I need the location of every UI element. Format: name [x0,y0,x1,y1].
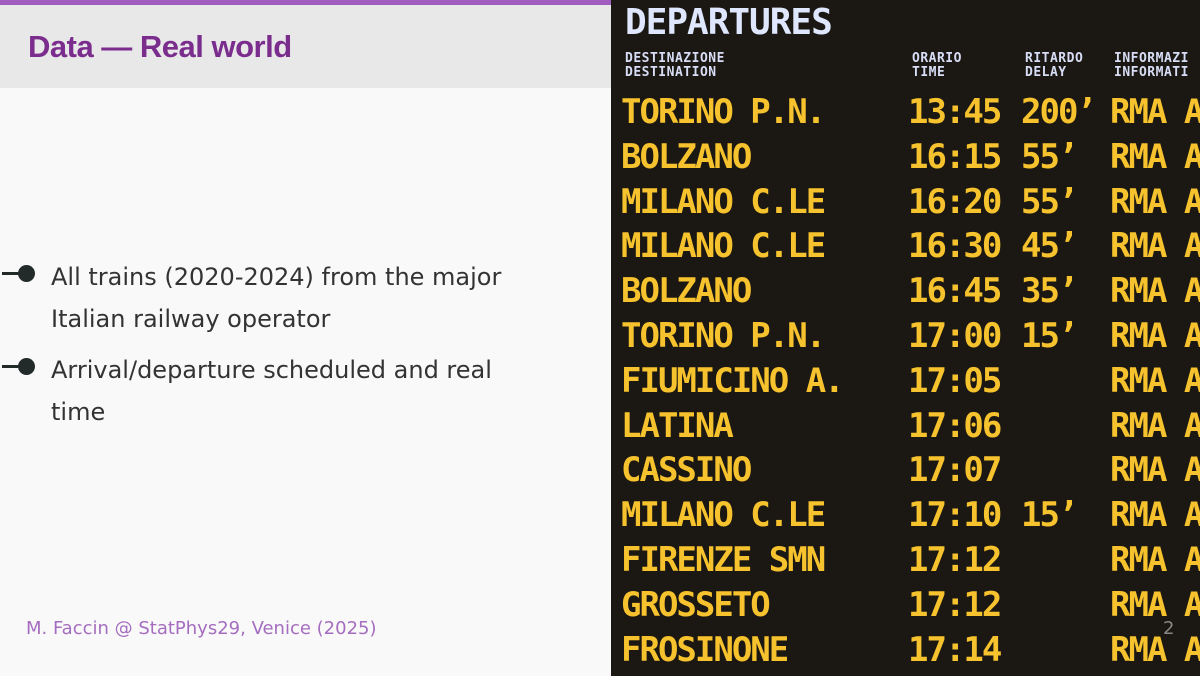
row-destination: FIUMICINO A. [621,360,845,401]
row-destination: TORINO P.N. [621,315,826,356]
row-info: RMA A [1110,136,1200,177]
header-time: ORARIO TIME [912,51,962,80]
board-row: FIRENZE SMN 17:12 RMA A [611,538,1200,583]
board-row: CASSINO 17:07 RMA A [611,448,1200,493]
row-time: 17:00 [908,315,1002,356]
board-row: TORINO P.N. 13:45 200’ RMA A [611,90,1200,135]
row-time: 16:45 [908,271,1002,312]
row-destination: CASSINO [621,450,752,491]
bullet-text: All trains (2020-2024) from the major It… [51,263,502,333]
row-time: 17:14 [908,629,1002,670]
board-row: BOLZANO 16:45 35’ RMA A [611,269,1200,314]
row-info: RMA A [1110,629,1200,670]
bullet-marker-icon [2,265,36,282]
row-info: RMA A [1110,315,1200,356]
board-row: BOLZANO 16:15 55’ RMA A [611,135,1200,180]
row-info: RMA A [1110,539,1200,580]
board-row: LATINA 17:06 RMA A [611,404,1200,449]
row-delay: 55’ [1021,136,1078,177]
board-row: FIUMICINO A. 17:05 RMA A [611,359,1200,404]
row-delay: 45’ [1021,226,1078,267]
board-title: DEPARTURES [625,2,833,43]
row-time: 17:07 [908,450,1002,491]
board-row: MILANO C.LE 16:20 55’ RMA A [611,180,1200,225]
row-destination: BOLZANO [621,136,752,177]
row-delay: 200’ [1021,92,1097,132]
row-delay: 15’ [1021,495,1078,536]
row-info: RMA A [1110,271,1200,312]
board-row: GROSSETO 17:12 RMA A [611,583,1200,628]
row-info: RMA A [1110,360,1200,401]
row-destination: MILANO C.LE [621,181,826,222]
row-time: 17:12 [908,539,1002,580]
row-info: RMA A [1110,584,1200,625]
header-info: INFORMAZI INFORMATI [1114,51,1189,80]
row-time: 17:10 [908,495,1002,536]
top-accent-bar [0,0,612,5]
row-destination: FROSINONE [621,629,789,670]
title-band: Data — Real world [0,5,612,88]
row-time: 16:15 [908,136,1002,177]
row-destination: GROSSETO [621,584,771,625]
row-info: RMA A [1110,405,1200,446]
slide-title: Data — Real world [28,29,292,64]
bullet-marker-icon [2,358,36,375]
row-info: RMA A [1110,226,1200,267]
row-time: 16:30 [908,226,1002,267]
row-delay: 55’ [1021,181,1078,222]
row-destination: BOLZANO [621,271,752,312]
row-destination: FIRENZE SMN [621,539,826,580]
departures-board-photo: DEPARTURES DESTINAZIONE DESTINATION ORAR… [611,0,1200,676]
row-info: RMA A [1110,450,1200,491]
board-row: TORINO P.N. 17:00 15’ RMA A [611,314,1200,359]
bullet-item: Arrival/departure scheduled and real tim… [0,349,600,433]
row-time: 17:05 [908,360,1002,401]
row-destination: MILANO C.LE [621,226,826,267]
board-row: MILANO C.LE 17:10 15’ RMA A [611,493,1200,538]
bullet-item: All trains (2020-2024) from the major It… [0,256,600,340]
row-delay: 15’ [1021,315,1078,356]
row-info: RMA A [1110,495,1200,536]
bullet-text: Arrival/departure scheduled and real tim… [51,356,492,426]
slide-footer: M. Faccin @ StatPhys29, Venice (2025) [26,618,377,639]
row-info: RMA A [1110,181,1200,222]
row-time: 17:06 [908,405,1002,446]
board-row: FROSINONE 17:14 RMA A [611,628,1200,673]
row-time: 13:45 [908,92,1002,132]
row-time: 16:20 [908,181,1002,222]
row-destination: LATINA [621,405,734,446]
row-delay: 35’ [1021,271,1078,312]
row-destination: MILANO C.LE [621,495,826,536]
board-rows: TORINO P.N. 13:45 200’ RMA A BOLZANO 16:15 55’… [611,90,1200,672]
row-destination: TORINO P.N. [621,92,826,132]
page-number: 2 [1163,618,1175,639]
bullet-list: All trains (2020-2024) from the major It… [0,256,600,442]
row-info: RMA A [1110,92,1200,132]
header-delay: RITARDO DELAY [1025,51,1084,80]
row-time: 17:12 [908,584,1002,625]
header-destination: DESTINAZIONE DESTINATION [625,51,725,80]
board-row: MILANO C.LE 16:30 45’ RMA A [611,224,1200,269]
